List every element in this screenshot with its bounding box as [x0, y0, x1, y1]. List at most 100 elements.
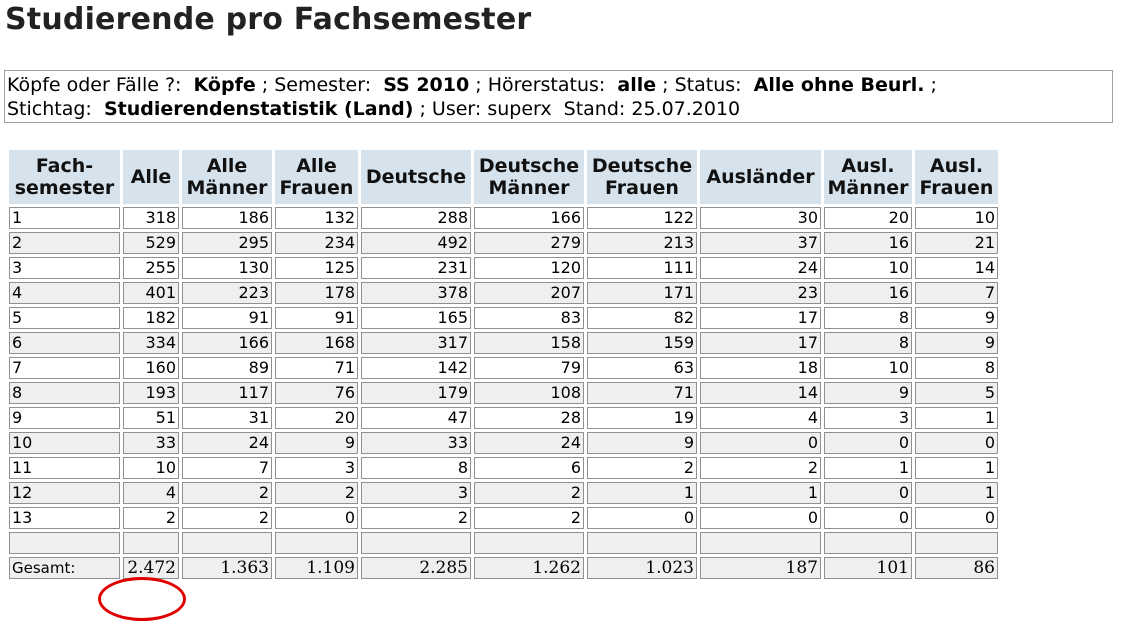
value-cell: 2 [275, 482, 358, 504]
table-row: 1 318 186 132 288 166 122 30 20 10 [9, 207, 998, 229]
report-parameters: Köpfe oder Fälle ?: Köpfe ; Semester: SS… [4, 70, 1113, 123]
value-cell: 10 [915, 207, 998, 229]
value-cell: 165 [361, 307, 471, 329]
value-cell [824, 532, 912, 554]
table-row: 7 160 89 71 142 79 63 18 10 8 [9, 357, 998, 379]
value-cell: 3 [824, 407, 912, 429]
value-cell: 8 [824, 332, 912, 354]
value-cell: 63 [587, 357, 697, 379]
value-cell: 0 [915, 507, 998, 529]
value-cell: 178 [275, 282, 358, 304]
column-header-label: Männer [827, 177, 909, 199]
column-header: Alle Männer [182, 150, 272, 204]
total-value-cell: 101 [824, 557, 912, 579]
value-cell: 334 [123, 332, 179, 354]
value-cell: 1 [915, 407, 998, 429]
label-stand: Stand: 25.07.2010 [563, 98, 741, 120]
value-cell: 171 [587, 282, 697, 304]
value-cell: 207 [474, 282, 584, 304]
value-cell: 142 [361, 357, 471, 379]
value-cell: 16 [824, 232, 912, 254]
value-cell: 33 [123, 432, 179, 454]
value-cell: 2 [474, 507, 584, 529]
value-cell: 33 [361, 432, 471, 454]
table-header-row: Fach-semester Alle Alle Männer Alle Frauen Deu… [9, 150, 998, 204]
total-value-cell: 1.363 [182, 557, 272, 579]
semester-cell: 11 [9, 457, 120, 479]
table-row: 11 10 7 3 8 6 2 2 1 1 [9, 457, 998, 479]
value-cell: 166 [474, 207, 584, 229]
value-cell: 1 [700, 482, 821, 504]
value-cell: 295 [182, 232, 272, 254]
value-cell: 83 [474, 307, 584, 329]
value-cell: 1 [915, 457, 998, 479]
value-cell: 122 [587, 207, 697, 229]
value-cell: 2 [700, 457, 821, 479]
value-cell: 20 [824, 207, 912, 229]
column-header: Deutsche Männer [474, 150, 584, 204]
value-cell: 231 [361, 257, 471, 279]
label-koepfe-faelle: Köpfe oder Fälle ?: [7, 74, 182, 96]
value-cell: 89 [182, 357, 272, 379]
value-cell: 6 [474, 457, 584, 479]
value-cell: 318 [123, 207, 179, 229]
value-cell: 14 [700, 382, 821, 404]
table-row: 2 529 295 234 492 279 213 37 16 21 [9, 232, 998, 254]
value-cell: 8 [915, 357, 998, 379]
value-cell: 1 [915, 482, 998, 504]
value-cell: 2 [123, 507, 179, 529]
semester-cell: 4 [9, 282, 120, 304]
value-cell: 10 [123, 457, 179, 479]
column-header-label: Männer [186, 177, 268, 199]
value-cell [182, 532, 272, 554]
column-header-label: semester [14, 177, 115, 199]
table-row: 3 255 130 125 231 120 111 24 10 14 [9, 257, 998, 279]
value-cell: 79 [474, 357, 584, 379]
value-cell: 7 [915, 282, 998, 304]
total-value-cell: 2.285 [361, 557, 471, 579]
column-header-label: Alle [296, 155, 337, 177]
value-cell: 1 [824, 457, 912, 479]
value-cell: 1 [587, 482, 697, 504]
label-user: ; User: superx [419, 98, 552, 120]
column-header: Deutsche Frauen [587, 150, 697, 204]
value-cell: 17 [700, 332, 821, 354]
table-row: 12 4 2 2 3 2 1 1 0 1 [9, 482, 998, 504]
semester-cell: 1 [9, 207, 120, 229]
label-status: ; Status: [662, 74, 742, 96]
value-cell: 24 [700, 257, 821, 279]
value-cell: 0 [587, 507, 697, 529]
semester-cell: 8 [9, 382, 120, 404]
value-cell: 492 [361, 232, 471, 254]
semester-cell: 2 [9, 232, 120, 254]
value-koepfe-faelle: Köpfe [193, 74, 256, 96]
line1-end: ; [930, 74, 937, 96]
value-cell: 24 [182, 432, 272, 454]
total-value-cell: 1.262 [474, 557, 584, 579]
value-cell: 193 [123, 382, 179, 404]
table-body: 1 318 186 132 288 166 122 30 20 10 2 529 295 234 492 27… [9, 207, 998, 579]
value-cell: 8 [361, 457, 471, 479]
semester-cell: 6 [9, 332, 120, 354]
value-cell: 4 [123, 482, 179, 504]
value-cell [587, 532, 697, 554]
value-cell: 279 [474, 232, 584, 254]
column-header-label: Deutsche [478, 155, 580, 177]
total-value-cell: 1.109 [275, 557, 358, 579]
total-value-cell: 187 [700, 557, 821, 579]
column-header: Deutsche [361, 150, 471, 204]
column-header-label: Alle [130, 166, 172, 188]
value-cell: 2 [474, 482, 584, 504]
value-cell: 2 [182, 507, 272, 529]
value-cell: 186 [182, 207, 272, 229]
column-header-label: Alle [206, 155, 248, 177]
value-cell: 30 [700, 207, 821, 229]
value-cell: 182 [123, 307, 179, 329]
value-cell: 9 [275, 432, 358, 454]
value-cell: 2 [361, 507, 471, 529]
total-row: Gesamt: 2.472 1.363 1.109 2.285 1.262 1.023 187… [9, 557, 998, 579]
value-cell: 317 [361, 332, 471, 354]
value-cell: 0 [700, 432, 821, 454]
value-cell: 3 [275, 457, 358, 479]
label-hoererstatus: ; Hörerstatus: [475, 74, 606, 96]
